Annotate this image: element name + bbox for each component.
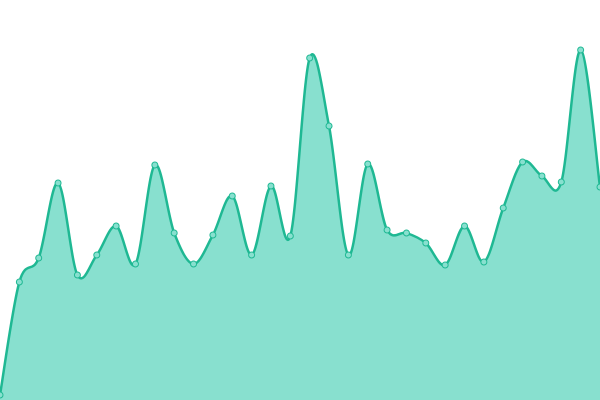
data-point <box>383 226 391 234</box>
data-point <box>480 258 488 266</box>
area-fill <box>0 49 600 400</box>
data-point <box>538 172 546 180</box>
data-point <box>248 251 256 259</box>
data-point <box>228 192 236 200</box>
data-point <box>519 158 527 166</box>
data-point <box>131 260 139 268</box>
data-point <box>170 229 178 237</box>
data-point <box>441 261 449 269</box>
data-point <box>190 260 198 268</box>
data-point <box>402 229 410 237</box>
data-point <box>596 183 600 191</box>
data-point <box>15 278 23 286</box>
data-point <box>422 239 430 247</box>
data-point <box>344 251 352 259</box>
data-point <box>557 178 565 186</box>
data-point <box>0 391 4 399</box>
data-point <box>35 254 43 262</box>
data-point <box>286 232 294 240</box>
data-point <box>73 271 81 279</box>
data-point <box>325 122 333 130</box>
data-point <box>577 46 585 54</box>
data-point <box>267 182 275 190</box>
data-point <box>151 161 159 169</box>
data-point <box>461 222 469 230</box>
data-point <box>499 204 507 212</box>
data-point <box>364 160 372 168</box>
data-point <box>112 222 120 230</box>
data-point <box>209 231 217 239</box>
data-point <box>54 179 62 187</box>
data-point <box>93 251 101 259</box>
data-point <box>306 54 314 62</box>
